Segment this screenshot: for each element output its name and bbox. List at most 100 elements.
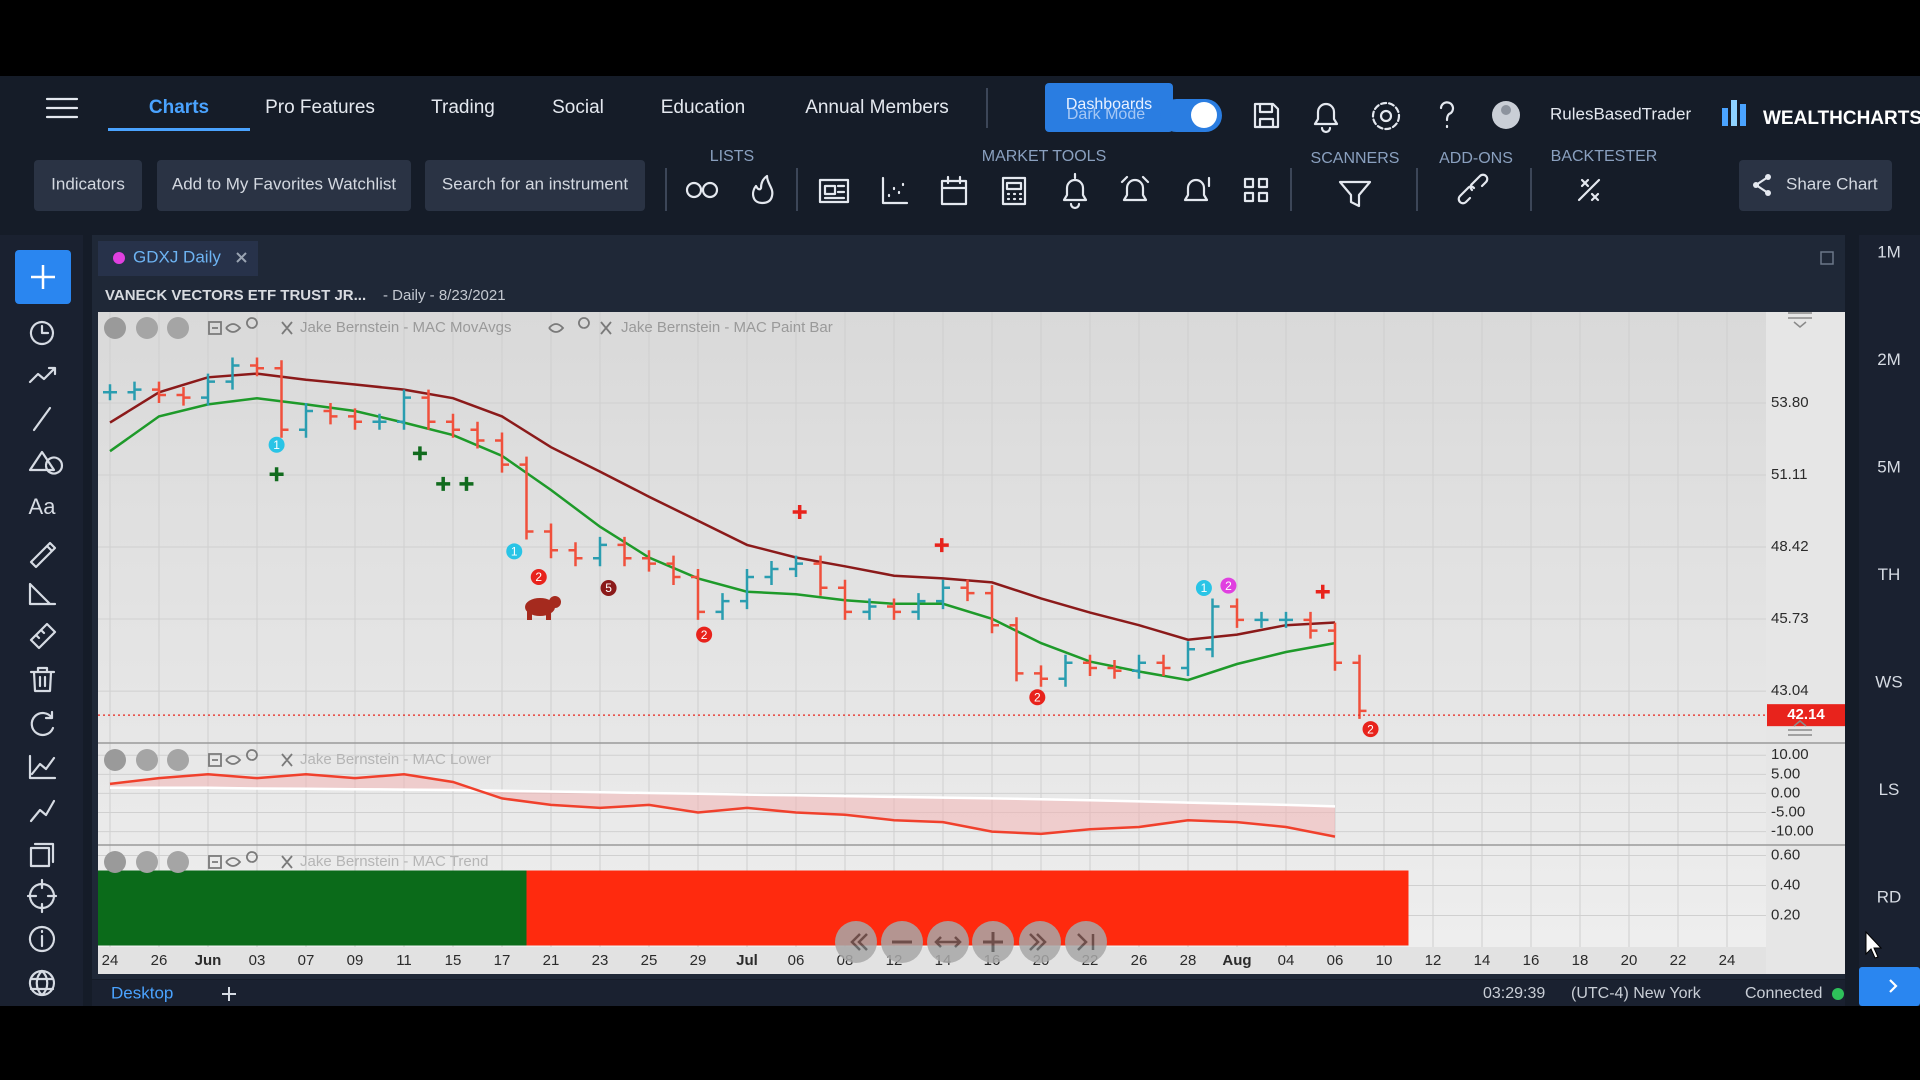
share-chart-button[interactable] [1739,160,1892,211]
addons-tool[interactable] [1457,173,1489,205]
trend-tool[interactable] [28,366,57,384]
backtester-tool[interactable] [1577,178,1601,202]
scatter-tool[interactable] [881,176,909,205]
clone-tool[interactable] [29,842,55,868]
brand-logo [1722,100,1746,126]
marker-label: 1 [1201,581,1208,595]
measure-tool[interactable] [28,582,57,606]
path-tool[interactable] [29,799,56,823]
nav-item[interactable]: Social [552,97,604,118]
x-tick-label: 18 [1572,952,1589,969]
expand-button[interactable] [1859,967,1920,1006]
favorites-button[interactable] [157,160,411,211]
nav-item[interactable]: Trading [431,97,495,118]
delete-tool[interactable] [29,666,56,693]
globe-tool[interactable] [28,969,56,997]
timeframe[interactable]: TH [1878,565,1901,584]
timeframe[interactable]: 5M [1877,457,1901,476]
nav-item[interactable]: Annual Members [805,97,949,118]
timeframe-list: 1M 2M 5M TH WS LS RD [1875,242,1902,906]
price-bar [715,593,730,620]
price-bar [1352,654,1367,719]
shapes-tool[interactable] [28,450,63,475]
indicators-button[interactable] [34,160,142,211]
calculator-tool[interactable] [1001,176,1027,206]
pencil-tool[interactable] [29,541,57,569]
trend-bar [330,870,380,946]
hot-list-tool[interactable] [751,174,774,205]
settings-button[interactable] [1371,101,1401,131]
alert-icon [1062,172,1088,210]
info-tool[interactable] [28,925,56,953]
maximize-button[interactable] [1820,251,1834,265]
target-tool[interactable] [26,878,58,914]
timeframe[interactable]: WS [1875,672,1902,691]
price-bar [323,403,338,425]
help-button[interactable] [1439,101,1455,129]
alarm-tool[interactable] [1120,175,1150,202]
pane-resize[interactable] [1788,312,1812,328]
dashboards-button[interactable] [1045,83,1173,132]
signal-marker [696,626,713,643]
timezone[interactable]: (UTC-4) New York [1571,985,1702,1002]
tab-close[interactable] [236,252,247,263]
pane-resize[interactable] [1788,720,1812,736]
ruler-tool[interactable] [29,622,57,650]
x-tick-label: 12 [1425,952,1442,969]
workspace-tab[interactable]: Desktop [111,983,173,1002]
search-button[interactable] [425,160,645,211]
pane-button [136,851,158,873]
timeframe[interactable]: RD [1877,887,1902,906]
nav-glyph [1077,933,1095,951]
x-tick-label: Jul [736,952,758,969]
alert-tool[interactable] [1062,172,1088,210]
scroll-right-fast[interactable] [1019,921,1061,963]
y-tick-label: 0.60 [1771,846,1800,863]
y-tick-label: 0.00 [1771,784,1800,801]
chart-tool[interactable] [28,754,57,780]
nav-item[interactable]: Pro Features [265,97,375,118]
pane-toolbar[interactable] [104,317,612,339]
help-icon [1439,101,1455,129]
line-tool[interactable] [32,406,52,432]
heatmap-tool[interactable] [1243,177,1269,203]
connection-dot [1832,988,1844,1000]
price-alert-tool[interactable] [1183,176,1211,202]
text-tool[interactable]: Aa [29,494,57,519]
scroll-left-fast[interactable] [835,921,877,963]
indicator-title: Jake Bernstein - MAC Trend [300,853,488,870]
trend-bar [428,870,478,946]
price-bar [1181,641,1195,677]
user-name[interactable]: RulesBasedTrader [1550,104,1691,123]
nav-item[interactable]: Education [661,97,746,118]
timeframe[interactable]: LS [1879,780,1900,799]
menu-button[interactable] [45,97,79,119]
watchlist-tool[interactable] [685,181,719,199]
logo-bar [1740,104,1746,126]
trend-bar [771,870,821,946]
price-bar [911,593,926,620]
x-tick-label: 11 [396,952,412,969]
price-bar [960,579,975,602]
add-workspace[interactable] [222,987,236,1001]
price-bar [666,555,681,586]
trend-pane-controls[interactable] [104,851,293,873]
lower-pane-controls[interactable] [104,749,293,771]
save-button[interactable] [1253,102,1280,129]
price-bar [1083,654,1097,677]
timeframe[interactable]: 1M [1877,242,1901,261]
backtest-icon [1577,178,1601,202]
nav-item[interactable]: Charts [149,97,209,118]
refresh-tool[interactable] [30,710,55,737]
price-bar [348,408,362,430]
scanner-tool[interactable] [1338,180,1372,208]
trend-bar [673,870,723,946]
trend-bar [575,870,625,946]
timeframe[interactable]: 2M [1877,350,1901,369]
marker-label: 2 [535,570,542,584]
news-icon [818,178,850,204]
news-tool[interactable] [818,178,850,204]
calendar-tool[interactable] [940,175,968,206]
clock-tool[interactable] [29,320,55,346]
alerts-button[interactable] [1313,102,1339,134]
